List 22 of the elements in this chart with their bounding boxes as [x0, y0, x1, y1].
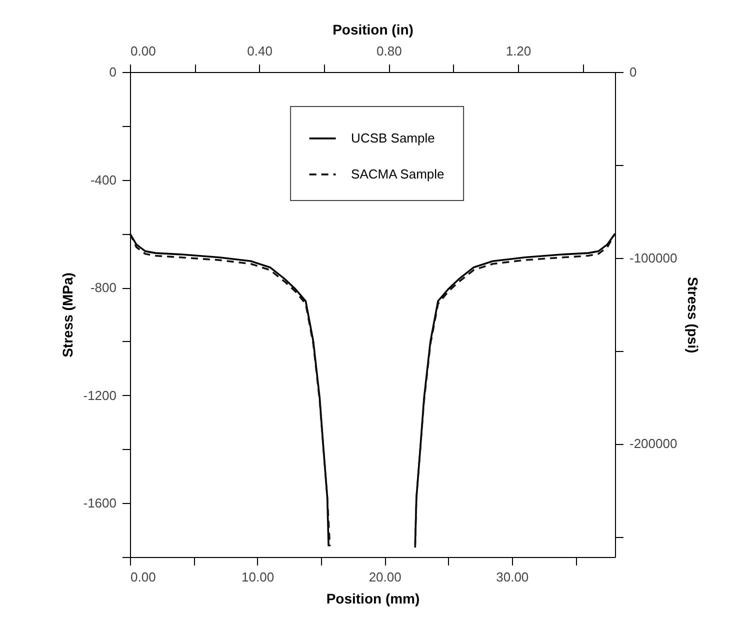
x-tick-label: 0.00: [130, 570, 156, 584]
x2-tick-label: 0.80: [376, 44, 402, 58]
y-tick-label: -1600: [83, 496, 116, 511]
y2-tick-label: -100000: [630, 250, 678, 266]
x-tick-label: 30.00: [496, 570, 529, 584]
y-axis-title: Stress (MPa): [59, 272, 76, 358]
y2-tick-label: -200000: [630, 436, 678, 452]
x-axis-title: Position (mm): [326, 590, 420, 606]
x2-tick-label: 0.00: [130, 44, 156, 58]
legend-label: SACMA Sample: [351, 166, 444, 182]
y-tick-label: -800: [90, 280, 116, 296]
y-tick-label: -400: [90, 172, 116, 188]
y2-axis-title: Stress (psi): [685, 276, 702, 354]
x2-tick-label: 1.20: [506, 44, 532, 58]
y-tick-label: 0: [109, 64, 116, 80]
x2-axis-title: Position (in): [332, 22, 414, 38]
y-tick-label: -1200: [83, 388, 116, 403]
y2-tick-label: 0: [630, 64, 637, 80]
legend-label: UCSB Sample: [351, 130, 435, 146]
x2-tick-label: 0.40: [247, 44, 272, 58]
x-tick-label: 20.00: [368, 570, 402, 584]
x-tick-label: 10.00: [242, 570, 274, 584]
